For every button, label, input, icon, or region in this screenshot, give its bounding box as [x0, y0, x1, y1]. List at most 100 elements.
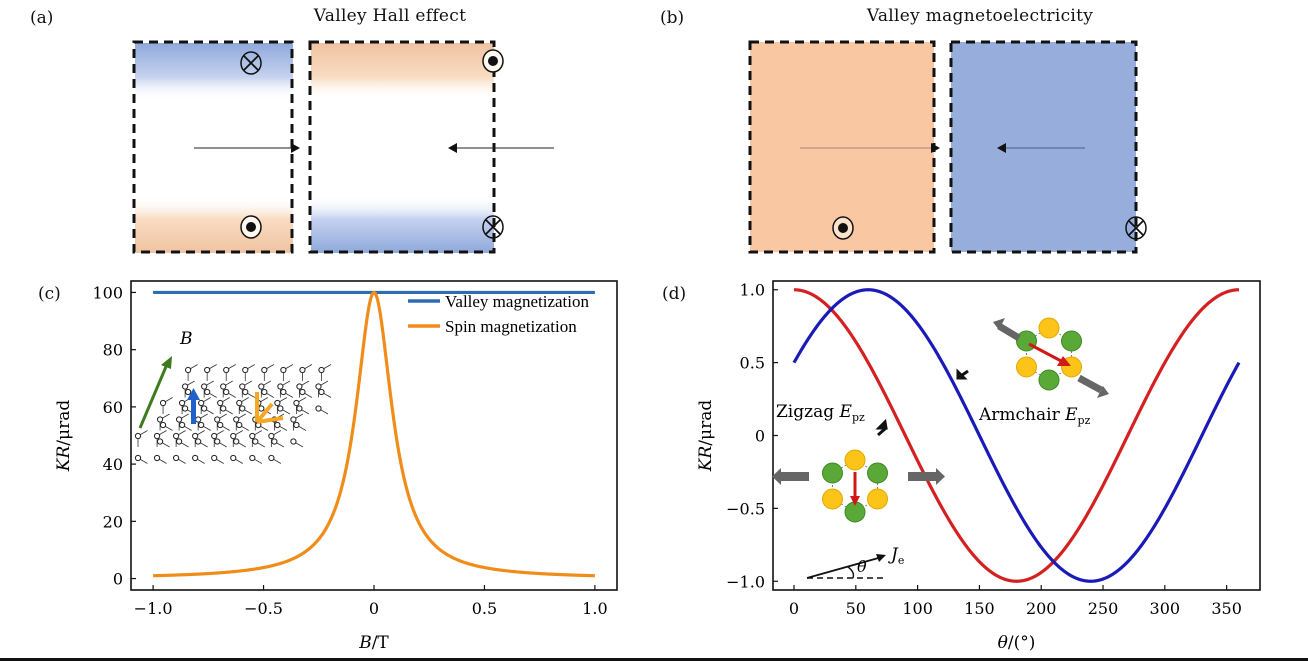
- polarization-arrow: [1028, 342, 1064, 364]
- out-of-page-icon: [832, 216, 854, 240]
- carbon-atom: [217, 421, 224, 429]
- carbon-atom: [299, 388, 306, 396]
- x-tick-label: −1.0: [134, 599, 173, 618]
- carbon-atom: [182, 383, 189, 390]
- y-axis-label: KR/μrad: [54, 400, 74, 473]
- zigzag-label: Zigzag Epz: [776, 402, 865, 424]
- strain-arrow-left: [781, 472, 809, 481]
- carbon-atom: [261, 366, 268, 374]
- blue-edge-band: [135, 43, 293, 100]
- arrow-left-icon: [448, 143, 457, 153]
- carbon-atom: [242, 388, 249, 396]
- into-page-icon: [240, 51, 262, 75]
- carbon-atom: [201, 383, 208, 390]
- bottom-rule: [0, 658, 1308, 661]
- x-tick-label: 150: [964, 599, 995, 618]
- x-tick-label: 0.5: [472, 599, 497, 618]
- y-tick-label: 0: [755, 427, 765, 446]
- arrowhead-icon: [1057, 356, 1071, 366]
- x-axis-label: B/T: [358, 633, 389, 653]
- carbon-atom: [258, 383, 265, 390]
- carbon-atom: [242, 366, 249, 374]
- carbon-atom: [315, 405, 322, 412]
- carbon-atom: [318, 366, 325, 374]
- carbon-atom: [296, 383, 303, 390]
- carbon-atom: [261, 388, 268, 396]
- x-tick-label: 350: [1211, 599, 1242, 618]
- blue-fill: [951, 42, 1136, 252]
- carbon-atom: [156, 416, 164, 423]
- carbon-atom: [271, 438, 278, 445]
- carbon-atom: [230, 454, 237, 462]
- carbon-atom: [185, 366, 192, 374]
- legend-label: Valley magnetization: [445, 292, 589, 311]
- strain-arrow-upleft: [997, 322, 1021, 342]
- into-page-icon: [482, 215, 504, 239]
- armchair-hexagon-inset: [956, 317, 1109, 398]
- carbon-atom: [185, 388, 192, 396]
- carbon-atom: [233, 416, 240, 423]
- vhe-box-right: [308, 40, 554, 254]
- carbon-atom: [195, 416, 202, 423]
- series-line-armchair: [792, 288, 1241, 583]
- arrow-left-icon: [997, 143, 1006, 153]
- panel-label-a: (a): [30, 8, 54, 28]
- carbon-atom: [220, 405, 227, 412]
- green-atom: [821, 462, 843, 484]
- carbon-atom: [214, 438, 221, 445]
- carbon-atom: [280, 388, 287, 396]
- carbon-atom: [268, 432, 275, 440]
- y-axis-label: KR/μrad: [696, 400, 716, 473]
- theta-label: θ: [857, 557, 867, 576]
- vhe-box-left: [132, 40, 300, 254]
- inset-b-label: B: [179, 329, 193, 349]
- carbon-atom: [249, 432, 256, 440]
- carbon-atom: [173, 432, 180, 440]
- b-field-arrowhead-icon: [161, 356, 172, 369]
- carbon-atom: [198, 399, 205, 407]
- arrow-left-icon: [772, 468, 781, 485]
- carbon-atom: [192, 432, 199, 440]
- strain-arrow-right: [908, 472, 936, 481]
- carbon-atom: [236, 399, 243, 407]
- blue-edge-band: [311, 196, 494, 253]
- carbon-atom: [277, 383, 284, 390]
- y-tick-label: −0.5: [726, 499, 765, 518]
- arrowhead-icon: [876, 554, 886, 562]
- carbon-atom: [159, 421, 167, 429]
- carbon-atom: [296, 405, 303, 412]
- into-page-icon: [1125, 216, 1147, 240]
- carbon-atom: [214, 416, 221, 423]
- y-tick-label: 60: [103, 398, 123, 417]
- armchair-label: Armchair Epz: [978, 405, 1091, 427]
- x-tick-label: 0: [369, 599, 379, 618]
- y-tick-label: −1.0: [726, 572, 765, 591]
- green-atom: [1038, 369, 1060, 391]
- carbon-atom: [179, 421, 186, 429]
- carbon-atom: [153, 454, 161, 462]
- y-tick-label: 20: [103, 512, 123, 531]
- panel-a-title: Valley Hall effect: [313, 6, 467, 26]
- carbon-atom: [159, 399, 167, 407]
- arrow-right-icon: [936, 468, 945, 485]
- je-label: Je: [888, 545, 904, 567]
- carbon-atom: [153, 432, 161, 440]
- out-of-page-icon: [482, 49, 504, 73]
- carbon-atom: [280, 366, 287, 374]
- gold-atom: [1015, 356, 1037, 378]
- carbon-atom: [315, 383, 322, 390]
- carbon-atom: [156, 438, 164, 445]
- pointer-arrow-icon: [875, 418, 888, 437]
- gold-atom: [1038, 317, 1060, 339]
- vme-box-left: [748, 40, 940, 254]
- x-tick-label: 250: [1088, 599, 1119, 618]
- y-tick-label: 0: [113, 570, 123, 589]
- panel-label-c: (c): [38, 284, 61, 304]
- carbon-atom: [176, 438, 183, 445]
- gold-atom: [867, 488, 889, 510]
- carbon-atom: [211, 454, 218, 462]
- carbon-atom: [204, 388, 211, 396]
- y-tick-label: 1.0: [740, 281, 765, 300]
- chart-d: 0 50 100 150 200 250 300 350 −1.0 −0.5 0 0.5 1.0 θ/(°…: [696, 280, 1261, 653]
- green-atom: [1061, 330, 1083, 352]
